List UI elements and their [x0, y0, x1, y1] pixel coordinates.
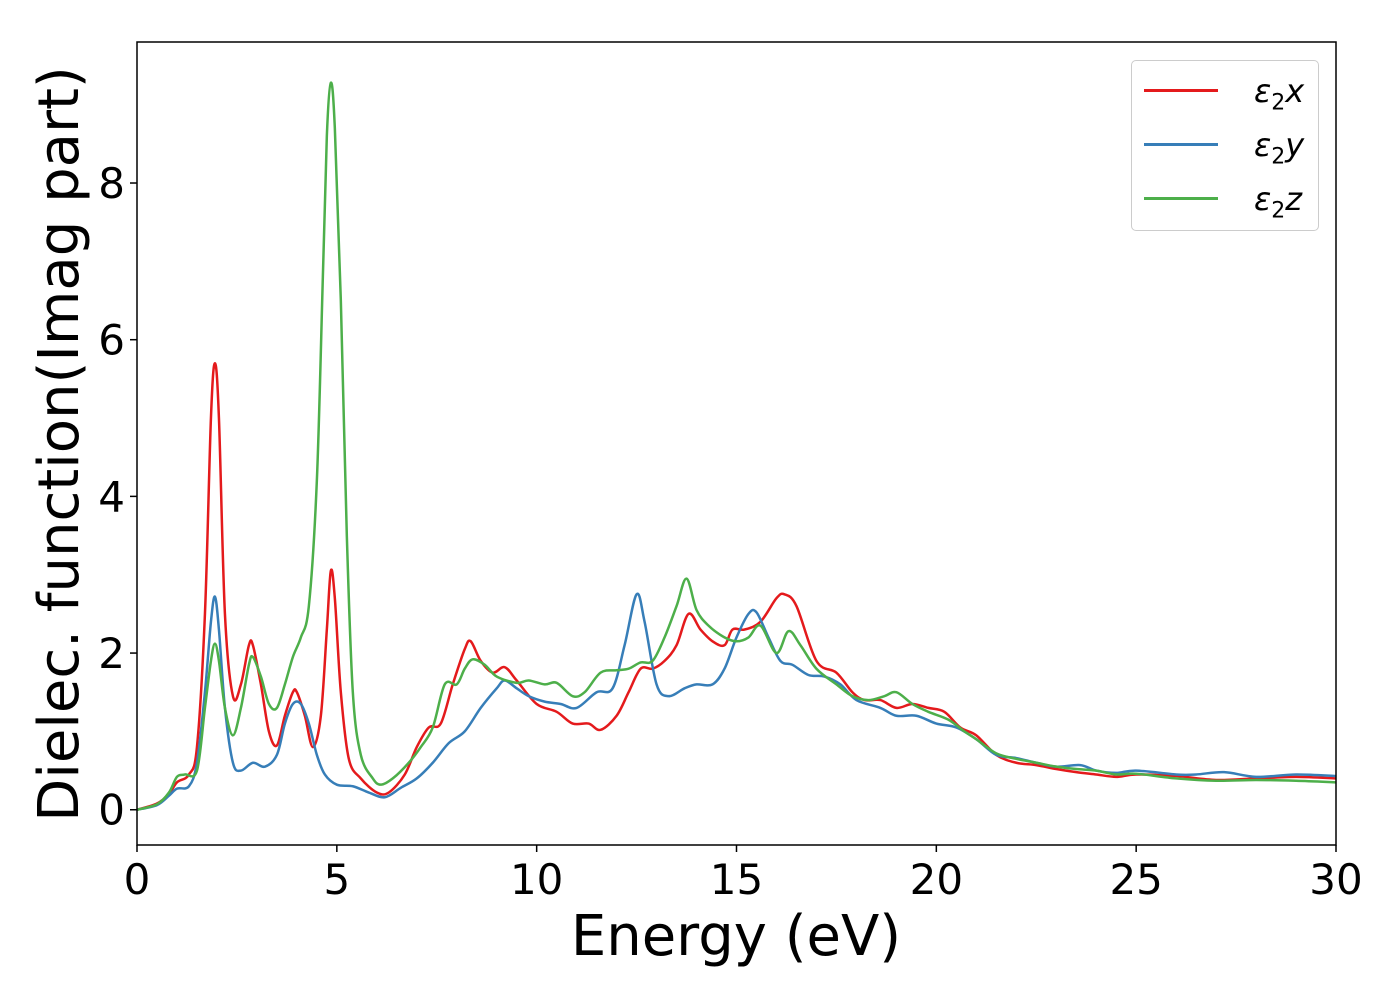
series-layer [137, 81, 1336, 811]
legend-line-z [1144, 197, 1218, 200]
x-tick-label: 0 [124, 855, 151, 904]
y-axis-label: Dielec. function(Imag part) [27, 66, 92, 822]
x-tick-label: 10 [510, 855, 563, 904]
series-line-y [137, 592, 1336, 811]
x-axis-label: Energy (eV) [571, 904, 901, 969]
series-line-x [137, 361, 1336, 811]
series-line-z [137, 81, 1336, 811]
x-tick-label: 25 [1109, 855, 1162, 904]
tick-layer: 0 5 10 15 20 25 30 0 2 4 6 8 [98, 159, 1362, 904]
x-tick-label: 30 [1309, 855, 1362, 904]
x-tick-label: 20 [910, 855, 963, 904]
legend-label-x: ε2x [1254, 72, 1305, 116]
x-tick-label: 5 [323, 855, 350, 904]
legend-label-y: ε2y [1254, 126, 1305, 170]
legend-label-z: ε2z [1254, 180, 1303, 224]
legend-item-x: ε2x [1142, 71, 1312, 115]
legend-item-y: ε2y [1142, 125, 1312, 169]
y-tick-label: 0 [98, 786, 125, 835]
legend-line-y [1144, 143, 1218, 146]
x-tick-label: 15 [710, 855, 763, 904]
legend-line-x [1144, 89, 1218, 92]
y-tick-label: 8 [98, 159, 125, 208]
legend: ε2x ε2y ε2z [1131, 60, 1319, 231]
y-tick-label: 6 [98, 316, 125, 365]
y-tick-label: 2 [98, 629, 125, 678]
y-tick-label: 4 [98, 472, 125, 521]
legend-item-z: ε2z [1142, 179, 1312, 223]
